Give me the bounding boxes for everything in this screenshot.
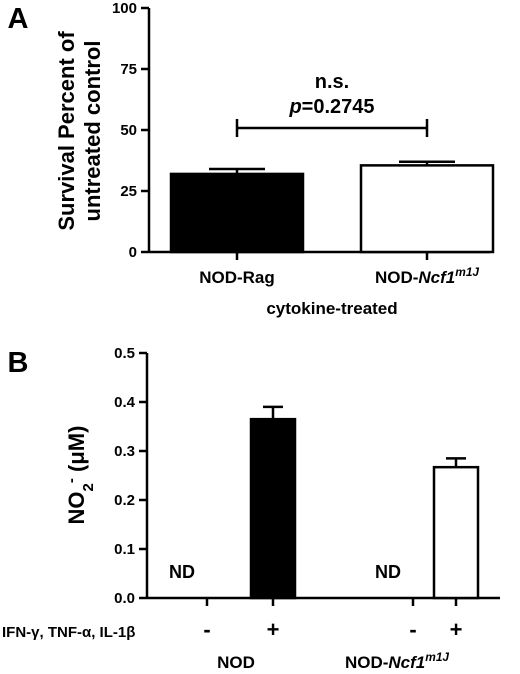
x-tick-label-part: NOD-Rag — [199, 268, 275, 287]
bar — [169, 172, 305, 254]
annotation-ns: n.s. — [315, 71, 349, 93]
y-axis-label-line2: untreated control — [80, 41, 105, 222]
treatment-sign: - — [203, 617, 210, 642]
y-axis-label-unit: (μM) — [64, 426, 89, 479]
x-tick-label-part: NOD- — [375, 268, 418, 287]
y-tick-label: 0.4 — [114, 394, 136, 411]
not-detected-label: ND — [169, 562, 195, 582]
group-label-part: m1J — [425, 650, 449, 664]
treatment-sign: + — [450, 617, 463, 642]
group-label-part: Ncf1 — [388, 653, 425, 672]
y-tick-label: 50 — [120, 122, 137, 139]
y-tick-label: 100 — [112, 0, 137, 17]
group-label-part: NOD- — [345, 653, 388, 672]
y-axis-label: Survival Percent ofuntreated control — [54, 31, 105, 231]
group-label: NOD — [217, 653, 255, 672]
y-tick-label: 0.3 — [114, 443, 135, 460]
x-axis-label: cytokine-treated — [266, 299, 397, 318]
annotation-p-value: p=0.2745 — [288, 96, 374, 118]
bar — [359, 164, 495, 254]
y-tick-label: 0.2 — [114, 492, 135, 509]
bar — [249, 417, 297, 600]
y-tick-label: 0.5 — [114, 345, 135, 362]
annotation-p-number: =0.2745 — [302, 96, 375, 118]
treatment-label: IFN-γ, TNF-α, IL-1β — [2, 624, 135, 641]
x-tick-label-part: m1J — [455, 265, 479, 279]
treatment-sign: - — [409, 617, 416, 642]
group-label-part: NOD — [217, 653, 255, 672]
y-tick-label: 0 — [129, 244, 137, 261]
y-tick-label: 0.1 — [114, 541, 135, 558]
x-tick-label: NOD-Rag — [199, 268, 275, 287]
y-tick-label: 75 — [120, 61, 137, 78]
panel-a: A 0 25 50 75 100 Survival Percent ofuntreated … — [8, 0, 495, 318]
annotation-p-symbol: p — [288, 96, 301, 118]
y-axis-label-line1: Survival Percent of — [54, 31, 79, 231]
panel-label: B — [8, 347, 29, 379]
bar — [432, 465, 480, 600]
y-axis-label-superscript: - — [63, 478, 80, 483]
not-detected-label: ND — [375, 562, 401, 582]
y-axis-label: NO2- (μM) — [63, 426, 97, 525]
y-axis-label-subscript: 2 — [80, 483, 97, 491]
group-label: NOD-Ncf1m1J — [345, 650, 449, 672]
y-tick-label: 25 — [120, 183, 137, 200]
panel-label: A — [8, 3, 29, 35]
y-tick-label: 0.0 — [114, 590, 135, 607]
x-tick-label: NOD-Ncf1m1J — [375, 265, 479, 287]
treatment-sign: + — [267, 617, 280, 642]
y-axis-label-base: NO — [64, 491, 89, 524]
x-tick-label-part: Ncf1 — [418, 268, 455, 287]
